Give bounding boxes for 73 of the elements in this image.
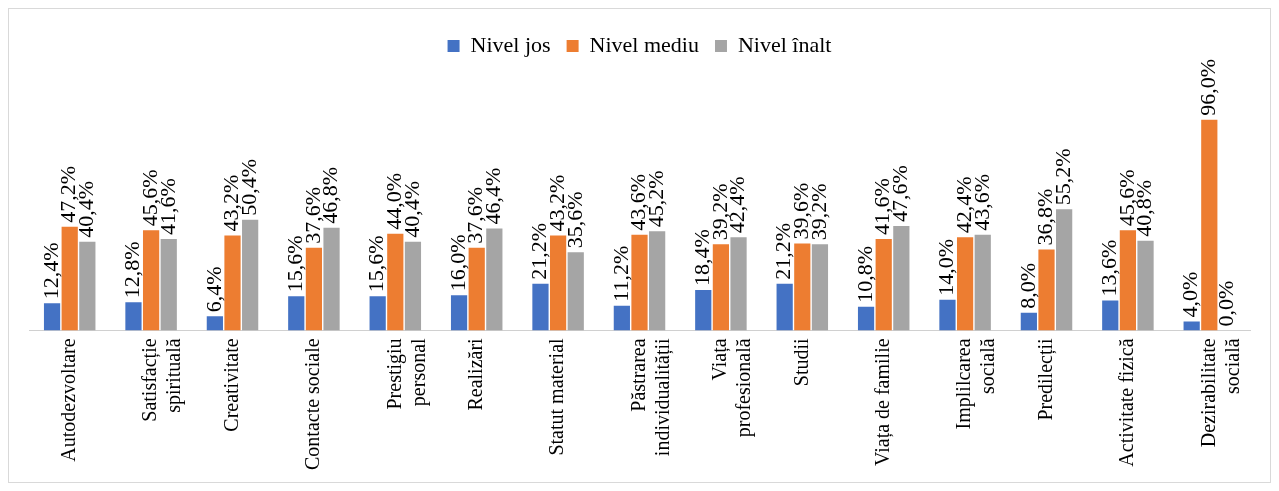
bar	[43, 303, 61, 331]
data-label: 12,8%	[119, 241, 145, 299]
legend-label: Nivel mediu	[589, 31, 699, 57]
bar	[1038, 249, 1055, 331]
bar	[1020, 312, 1037, 331]
bar	[125, 302, 142, 331]
x-tick-label: Satisfacție spirituală	[138, 338, 186, 422]
x-tick-label: Păstrarea individualității	[626, 337, 674, 457]
bar	[567, 252, 584, 331]
bar	[631, 234, 648, 331]
bar	[323, 227, 340, 331]
legend-label: Nivel înalt	[737, 31, 832, 57]
bar	[613, 305, 630, 331]
x-tick-label: Realizări	[463, 337, 486, 411]
data-label: 15,6%	[363, 235, 389, 293]
bar	[1119, 230, 1137, 331]
x-tick-label: Creativitate	[219, 338, 242, 432]
bar	[1201, 119, 1218, 331]
x-tick-label: Contacte sociale	[301, 338, 324, 471]
bar	[305, 247, 323, 331]
data-label: 4,0%	[1177, 271, 1203, 318]
x-tick-label: Autodezvoltare	[56, 338, 79, 462]
data-label: 0,0%	[1212, 280, 1238, 327]
bar	[549, 235, 567, 331]
data-label: 8,0%	[1014, 263, 1040, 309]
bar	[1056, 209, 1073, 331]
bar	[468, 247, 485, 331]
bar	[79, 241, 96, 331]
bar	[288, 296, 305, 331]
bar	[142, 230, 160, 331]
x-tick-label: Prestigiu personal	[382, 337, 430, 410]
bar	[857, 306, 875, 331]
bar	[649, 231, 666, 331]
bar	[369, 296, 386, 331]
bar	[486, 228, 503, 331]
bar	[1137, 240, 1154, 331]
x-tick-label: Predilecții	[1033, 337, 1057, 421]
bar	[730, 237, 747, 331]
bar	[206, 316, 223, 331]
bar	[695, 290, 712, 331]
bar	[794, 243, 811, 331]
bar	[811, 244, 829, 331]
bar	[712, 244, 730, 331]
x-tick-label: Statut material	[545, 337, 568, 456]
bar	[450, 295, 468, 331]
x-tick-label: Viața de familie	[870, 338, 894, 467]
bar	[242, 219, 259, 331]
legend-label: Nivel jos	[470, 31, 551, 57]
data-label: 6,4%	[200, 266, 226, 313]
data-label: 12,4%	[37, 242, 63, 300]
bar	[893, 225, 910, 331]
bar	[776, 283, 793, 331]
bar	[1183, 321, 1200, 331]
bar	[1102, 300, 1119, 331]
bar	[875, 239, 892, 331]
x-tick-label: Activitate fizică	[1115, 338, 1138, 467]
bar	[956, 237, 974, 331]
data-label: 10,8%	[851, 245, 877, 303]
bar	[224, 235, 241, 331]
bar	[160, 239, 177, 331]
x-tick-label: Studii	[789, 337, 812, 387]
data-label: 14,0%	[933, 238, 959, 296]
bar	[974, 234, 991, 331]
x-tick-label: Implilcarea socială	[952, 338, 999, 430]
data-label: 13,6%	[1096, 239, 1122, 297]
bar	[61, 226, 78, 331]
bar	[387, 233, 404, 331]
bar	[404, 241, 422, 331]
data-label: 11,2%	[607, 245, 633, 302]
bar	[532, 283, 549, 331]
data-label: 96,0%	[1195, 58, 1221, 116]
bar	[939, 299, 956, 331]
x-tick-label: Dezirabilitate socială	[1196, 338, 1243, 448]
